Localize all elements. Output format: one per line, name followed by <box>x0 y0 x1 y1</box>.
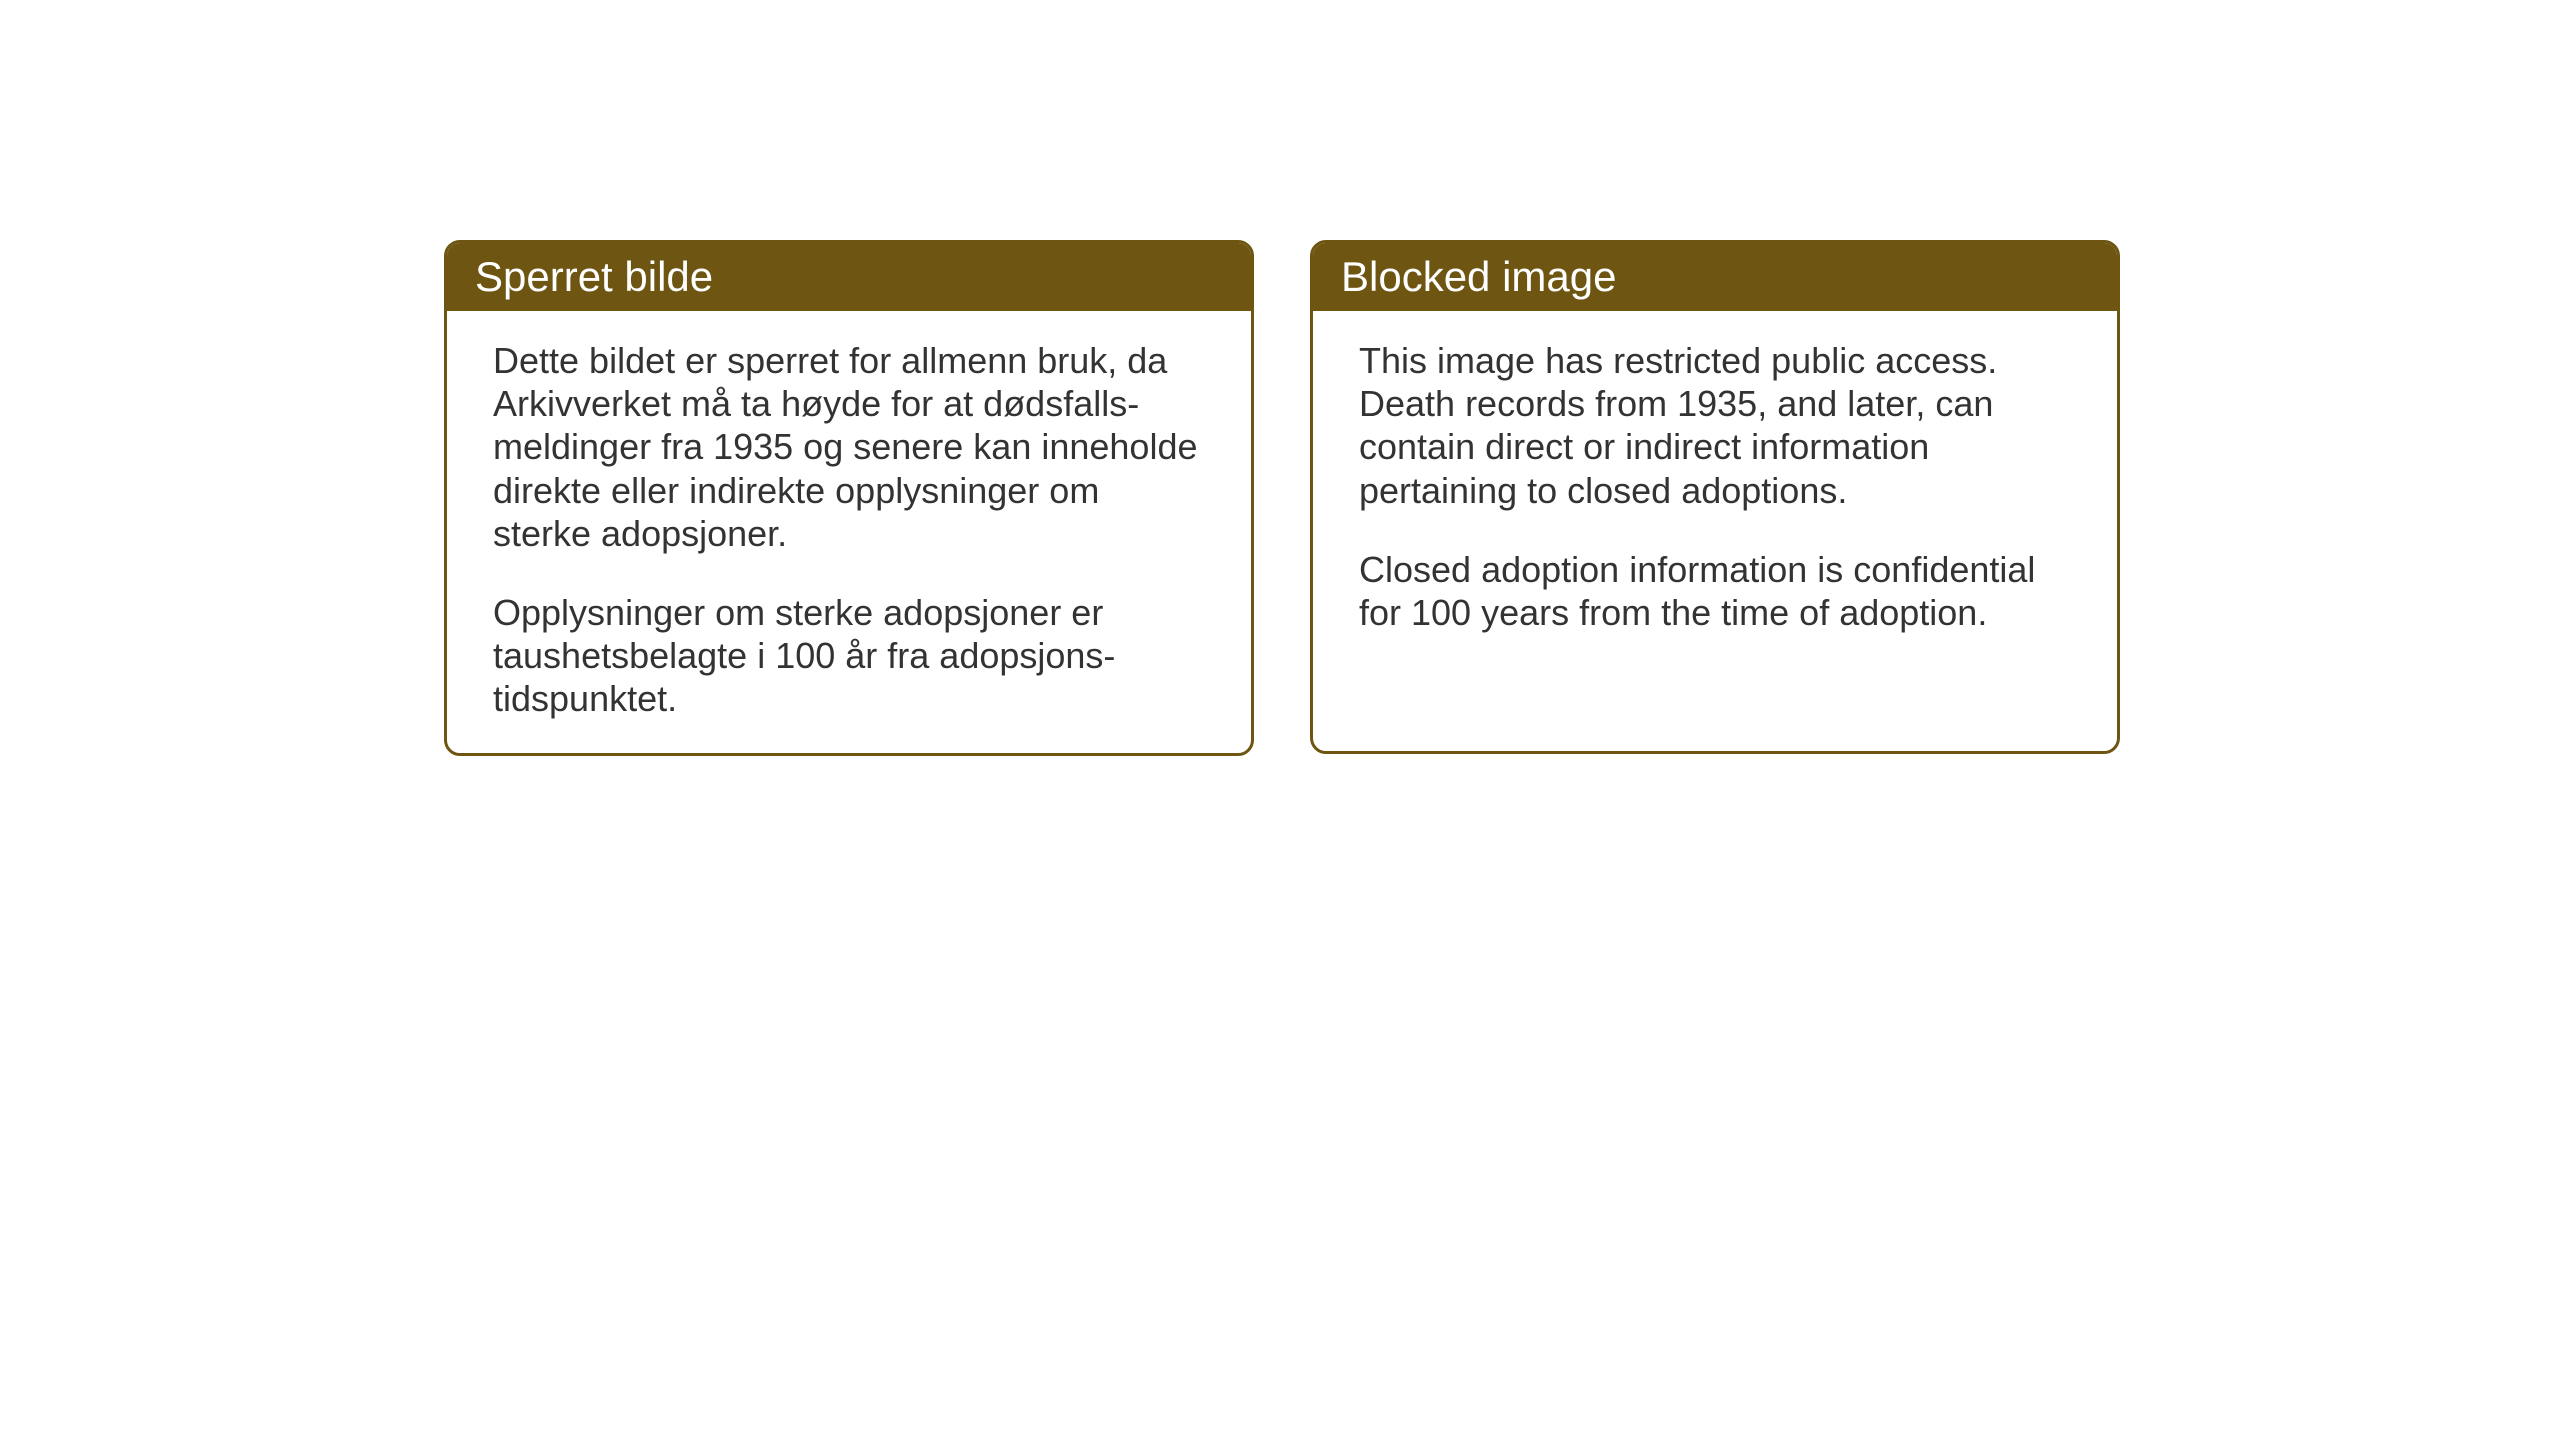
card-title-norwegian: Sperret bilde <box>475 253 713 300</box>
notice-container: Sperret bilde Dette bildet er sperret fo… <box>444 240 2120 756</box>
card-paragraph-1-english: This image has restricted public access.… <box>1359 339 2071 512</box>
card-header-norwegian: Sperret bilde <box>447 243 1251 311</box>
card-header-english: Blocked image <box>1313 243 2117 311</box>
card-body-norwegian: Dette bildet er sperret for allmenn bruk… <box>447 311 1251 753</box>
card-body-english: This image has restricted public access.… <box>1313 311 2117 666</box>
notice-card-english: Blocked image This image has restricted … <box>1310 240 2120 754</box>
card-paragraph-2-norwegian: Opplysninger om sterke adopsjoner er tau… <box>493 591 1205 721</box>
card-paragraph-1-norwegian: Dette bildet er sperret for allmenn bruk… <box>493 339 1205 555</box>
card-title-english: Blocked image <box>1341 253 1616 300</box>
notice-card-norwegian: Sperret bilde Dette bildet er sperret fo… <box>444 240 1254 756</box>
card-paragraph-2-english: Closed adoption information is confident… <box>1359 548 2071 634</box>
